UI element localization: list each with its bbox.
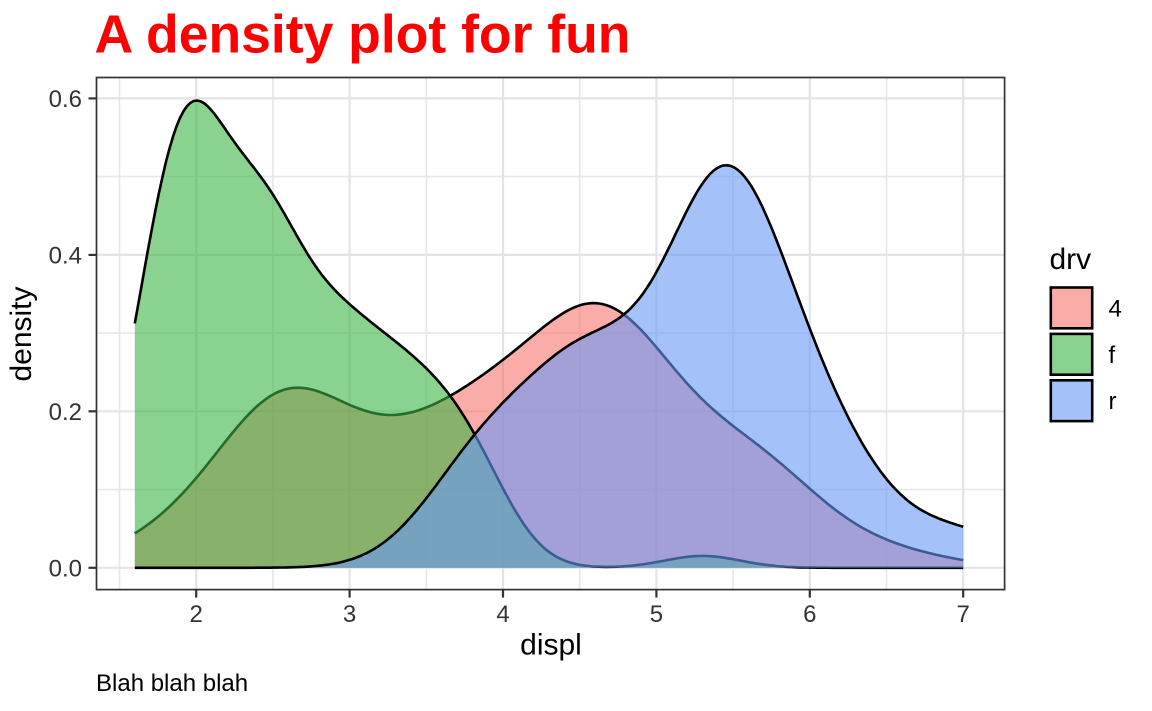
svg-text:0.0: 0.0 <box>49 555 82 582</box>
svg-text:A density plot for fun: A density plot for fun <box>95 6 631 65</box>
svg-text:density: density <box>5 286 38 381</box>
svg-text:0.2: 0.2 <box>49 399 82 426</box>
svg-text:5: 5 <box>650 601 663 628</box>
svg-text:3: 3 <box>343 601 356 628</box>
svg-text:6: 6 <box>803 601 816 628</box>
svg-text:4: 4 <box>1109 295 1122 322</box>
svg-text:displ: displ <box>520 628 582 661</box>
svg-text:0.4: 0.4 <box>49 242 82 269</box>
svg-text:2: 2 <box>190 601 203 628</box>
svg-text:f: f <box>1109 342 1116 369</box>
svg-text:r: r <box>1109 388 1117 415</box>
svg-text:Blah blah blah: Blah blah blah <box>96 670 248 697</box>
svg-text:0.6: 0.6 <box>49 86 82 113</box>
svg-text:4: 4 <box>496 601 509 628</box>
svg-text:7: 7 <box>957 601 970 628</box>
svg-text:drv: drv <box>1050 243 1092 276</box>
